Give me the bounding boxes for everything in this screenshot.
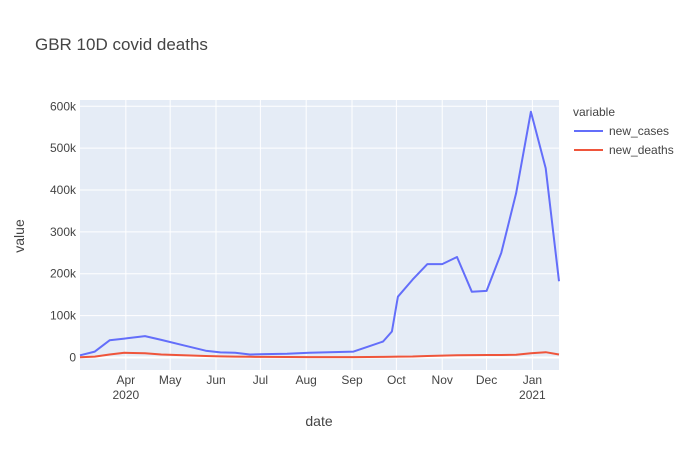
y-tick-label: 200k — [50, 267, 77, 281]
plot-area — [80, 100, 559, 370]
y-tick-label: 600k — [50, 99, 77, 113]
x-tick-label: Jul — [253, 373, 268, 387]
legend-item-new-deaths[interactable]: new_deaths — [574, 143, 674, 157]
x-tick-label: Jan — [523, 373, 542, 387]
x-tick-label: Nov — [432, 373, 453, 387]
y-tick-label: 100k — [50, 309, 77, 323]
series-line-new-deaths — [79, 351, 560, 359]
x-tick-label: Aug — [296, 373, 317, 387]
legend-label: new_deaths — [609, 143, 674, 157]
chart-title: GBR 10D covid deaths — [35, 35, 208, 54]
legend-label: new_cases — [609, 124, 669, 138]
x-tick-label: Dec — [476, 373, 497, 387]
x-tick-year-label: 2021 — [519, 388, 546, 402]
y-axis: 0 100k 200k 300k 400k 500k 600k — [50, 99, 77, 364]
y-tick-label: 500k — [50, 141, 77, 155]
x-tick-label: Apr — [116, 373, 135, 387]
x-tick-label: Jun — [206, 373, 225, 387]
x-tick-label: Sep — [341, 373, 363, 387]
y-tick-label: 0 — [69, 350, 76, 364]
legend-item-new-cases[interactable]: new_cases — [574, 124, 669, 138]
series-line-new-cases — [79, 110, 560, 357]
x-tick-year-label: 2020 — [112, 388, 139, 402]
x-axis-title: date — [305, 413, 332, 429]
legend-title: variable — [573, 105, 615, 119]
grid — [80, 100, 559, 370]
legend[interactable]: variable new_cases new_deaths — [573, 105, 674, 157]
x-tick-label: May — [159, 373, 182, 387]
y-axis-title: value — [11, 219, 27, 253]
series-lines — [79, 110, 560, 359]
y-tick-label: 400k — [50, 183, 77, 197]
y-tick-label: 300k — [50, 225, 77, 239]
x-tick-label: Oct — [387, 373, 406, 387]
